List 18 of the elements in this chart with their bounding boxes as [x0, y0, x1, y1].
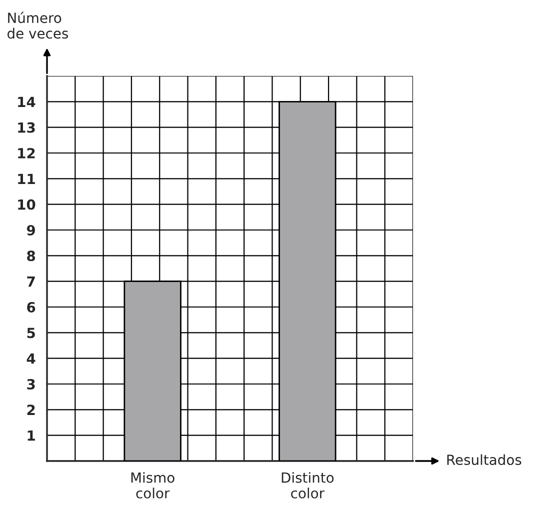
y-tick-label: 7 [27, 276, 35, 287]
x-tick-label: Mismo color [131, 472, 174, 498]
y-tick-label: 10 [18, 199, 36, 210]
y-tick-label: 13 [18, 122, 35, 133]
y-tick-label: 3 [27, 378, 35, 390]
x-tick-label: Distinto color [282, 472, 334, 498]
x-axis-title: Resultados [447, 454, 522, 466]
y-tick-label: 4 [26, 353, 36, 364]
y-tick-label: 9 [26, 224, 35, 236]
y-tick-label: 14 [18, 96, 36, 107]
y-tick-label: 8 [27, 250, 36, 262]
y-tick-label: 11 [18, 174, 35, 184]
y-tick-label: 5 [27, 328, 35, 338]
y-tick-label: 6 [27, 302, 36, 312]
y-tick-label: 2 [27, 404, 35, 415]
y-tick-label: 1 [28, 430, 35, 441]
y-axis-title: Número de veces [8, 12, 68, 39]
y-tick-label: 12 [18, 148, 35, 158]
